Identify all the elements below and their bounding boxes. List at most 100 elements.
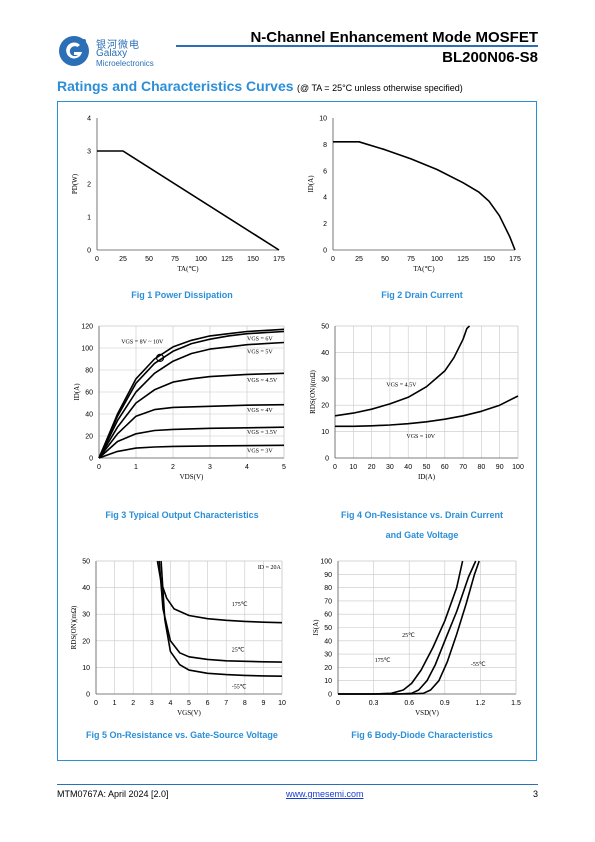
fig1-xtick-label: 125 bbox=[221, 256, 233, 263]
fig6-caption: Fig 6 Body-Diode Characteristics bbox=[351, 730, 493, 740]
fig2-xtick-label: 25 bbox=[355, 256, 363, 263]
fig4-ytick-label: 20 bbox=[321, 403, 329, 410]
fig1-xtick-label: 0 bbox=[95, 256, 99, 263]
fig4-xtick-label: 70 bbox=[459, 464, 467, 471]
fig6-xtick-label: 0 bbox=[336, 700, 340, 707]
fig6-ytick-label: 50 bbox=[324, 625, 332, 632]
galaxy-logo-icon bbox=[59, 36, 89, 66]
fig5-xtick-label: 1 bbox=[113, 700, 117, 707]
fig6-ytick-label: 100 bbox=[320, 559, 332, 566]
fig5-ytick-label: 0 bbox=[86, 692, 90, 699]
fig5-series-line-0 bbox=[156, 560, 283, 624]
fig3-annotation: VGS = 3V bbox=[247, 449, 273, 455]
fig3-series-line-2 bbox=[98, 341, 285, 459]
fig3-ytick-label: 0 bbox=[89, 456, 93, 463]
fig4-annotation: VGS = 10V bbox=[406, 434, 435, 440]
fig1-y-axis-label: PD(W) bbox=[71, 173, 79, 194]
fig5-ytick-label: 30 bbox=[82, 612, 90, 619]
fig3-ytick-label: 20 bbox=[85, 434, 93, 441]
title-divider bbox=[176, 45, 538, 47]
fig2-ytick-label: 4 bbox=[323, 195, 327, 202]
fig4-xtick-label: 40 bbox=[404, 464, 412, 471]
fig2-ytick-label: 8 bbox=[323, 142, 327, 149]
fig5-caption: Fig 5 On-Resistance vs. Gate-Source Volt… bbox=[86, 730, 278, 740]
fig5-ytick-label: 40 bbox=[82, 585, 90, 592]
fig5-series-line-2 bbox=[160, 560, 283, 677]
fig3-xtick-label: 5 bbox=[282, 464, 286, 471]
company-name-chinese: 银河微电 bbox=[96, 40, 140, 51]
fig2-ytick-label: 0 bbox=[323, 248, 327, 255]
fig3-ytick-label: 60 bbox=[85, 390, 93, 397]
fig5-series-line-1 bbox=[158, 560, 283, 663]
fig5-annotation: 25℃ bbox=[232, 647, 245, 653]
footer-page-number: 3 bbox=[532, 789, 538, 799]
fig3-series-line-3 bbox=[98, 372, 285, 459]
fig5-annotation: -55℃ bbox=[232, 685, 247, 691]
company-subtitle: Microelectronics bbox=[96, 59, 154, 68]
fig5-ytick-label: 50 bbox=[82, 559, 90, 566]
fig4-x-axis-label: ID(A) bbox=[418, 473, 436, 481]
fig6-xtick-label: 0.6 bbox=[404, 700, 414, 707]
fig1-xtick-label: 75 bbox=[171, 256, 179, 263]
fig3-series-line-0 bbox=[98, 328, 285, 459]
fig6-ytick-label: 30 bbox=[324, 652, 332, 659]
fig4-xtick-label: 50 bbox=[423, 464, 431, 471]
fig5-x-axis-label: VGS(V) bbox=[177, 709, 201, 717]
fig2-series-line-0 bbox=[333, 141, 516, 251]
fig2-xtick-label: 0 bbox=[331, 256, 335, 263]
company-name: Galaxy bbox=[96, 48, 128, 59]
fig3-ytick-label: 40 bbox=[85, 412, 93, 419]
fig4-xtick-label: 60 bbox=[441, 464, 449, 471]
fig2-xtick-label: 50 bbox=[381, 256, 389, 263]
section-condition: (@ TA = 25°C unless otherwise specified) bbox=[297, 83, 463, 93]
fig6-x-axis-label: VSD(V) bbox=[415, 709, 439, 717]
fig6-xtick-label: 1.5 bbox=[511, 700, 521, 707]
fig3-annotation: VGS = 5V bbox=[247, 350, 273, 356]
fig6-annotation: 25℃ bbox=[402, 633, 415, 639]
fig3-series-line-1 bbox=[98, 330, 285, 459]
fig2-xtick-label: 100 bbox=[431, 256, 443, 263]
fig5-xtick-label: 0 bbox=[94, 700, 98, 707]
footer-website-link[interactable]: www.gmesemi.com bbox=[286, 789, 364, 799]
fig6-xtick-label: 1.2 bbox=[476, 700, 486, 707]
fig3-y-axis-label: ID(A) bbox=[73, 383, 81, 401]
footer-document-id: MTM0767A: April 2024 [2.0] bbox=[57, 789, 169, 799]
fig1-ytick-label: 4 bbox=[87, 116, 91, 123]
fig3-xtick-label: 2 bbox=[171, 464, 175, 471]
fig4-xtick-label: 0 bbox=[333, 464, 337, 471]
fig5-xtick-label: 10 bbox=[278, 700, 286, 707]
fig6-ytick-label: 10 bbox=[324, 678, 332, 685]
fig3-series-line-4 bbox=[98, 403, 285, 459]
fig2-xtick-label: 150 bbox=[483, 256, 495, 263]
fig5-ytick-label: 20 bbox=[82, 638, 90, 645]
fig3-annotation: VGS = 6V bbox=[247, 336, 273, 342]
fig4-ytick-label: 0 bbox=[325, 456, 329, 463]
fig6-ytick-label: 0 bbox=[328, 692, 332, 699]
fig2-ytick-label: 2 bbox=[323, 221, 327, 228]
fig3-series-line-6 bbox=[98, 444, 285, 459]
fig2-y-axis-label: ID(A) bbox=[307, 175, 315, 193]
fig3-annotation: VGS = 4V bbox=[247, 408, 273, 414]
fig1-series-line-0 bbox=[97, 150, 280, 251]
fig5-xtick-label: 8 bbox=[243, 700, 247, 707]
document-title: N-Channel Enhancement Mode MOSFET bbox=[250, 29, 538, 46]
fig3-ytick-label: 100 bbox=[81, 346, 93, 353]
charts-frame bbox=[57, 101, 537, 761]
fig4-xtick-label: 90 bbox=[496, 464, 504, 471]
fig1-xtick-label: 175 bbox=[273, 256, 285, 263]
chart-on-resistance-vs-drain-current: 0 10 20 30 40 50 0 10 20 30 40 50 60 70 80 90 100 VGS = 4… bbox=[309, 324, 524, 482]
fig3-xtick-label: 0 bbox=[97, 464, 101, 471]
fig3-series-line-5 bbox=[98, 426, 285, 459]
fig4-annotation: VGS = 4.5V bbox=[386, 383, 417, 389]
fig2-xtick-label: 175 bbox=[509, 256, 521, 263]
fig3-x-axis-label: VDS(V) bbox=[180, 473, 204, 481]
chart-power-dissipation: 0 1 2 3 4 0 25 50 75 100 125 150 175 TA(℃) PD(W) bbox=[71, 116, 285, 274]
chart-on-resistance-vs-gate-voltage: 0 10 20 30 40 50 0 1 2 3 4 5 6 7 8 9 10 ID = 20A 175℃ 25℃ -5… bbox=[70, 559, 286, 718]
fig1-ytick-label: 0 bbox=[87, 248, 91, 255]
fig4-xtick-label: 100 bbox=[512, 464, 524, 471]
fig4-ytick-label: 30 bbox=[321, 376, 329, 383]
fig5-xtick-label: 4 bbox=[168, 700, 172, 707]
fig5-xtick-label: 2 bbox=[131, 700, 135, 707]
fig5-annotation: ID = 20A bbox=[258, 565, 282, 571]
